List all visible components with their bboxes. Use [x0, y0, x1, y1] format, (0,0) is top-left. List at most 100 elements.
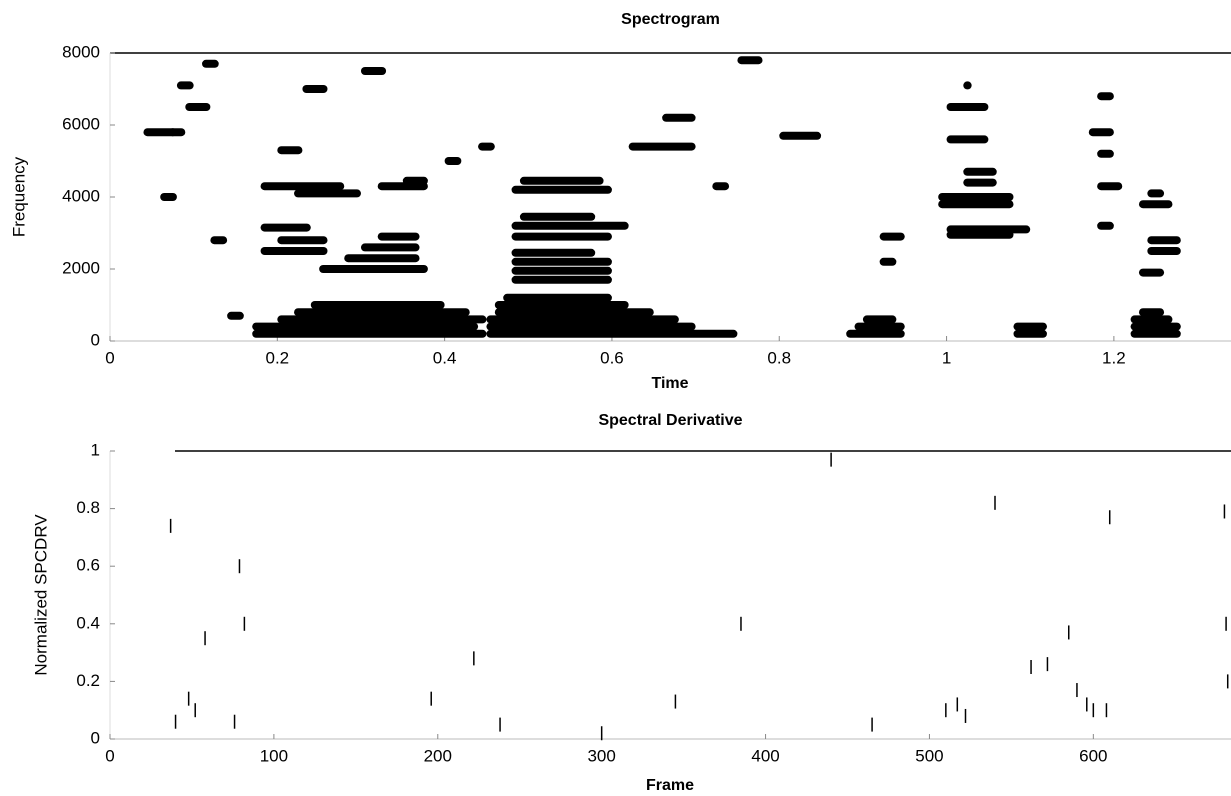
- spectral-blob: [511, 232, 612, 241]
- x-tick-label: 600: [1079, 746, 1107, 765]
- spectral-blob: [185, 103, 211, 111]
- spectral-blob: [277, 236, 328, 245]
- x-tick-label: 0.6: [600, 348, 624, 367]
- y-axis-label: Normalized SPCDRV: [31, 514, 50, 676]
- spectral-blob: [879, 232, 905, 241]
- spectral-blob: [486, 315, 679, 324]
- spectral-blob: [503, 293, 612, 302]
- spectral-blob: [1138, 268, 1165, 277]
- spectral-blob: [344, 254, 420, 263]
- spectral-blob: [252, 322, 479, 331]
- x-tick-label: 100: [260, 746, 288, 765]
- spectral-blob: [260, 247, 328, 255]
- x-tick-label: 1.2: [1102, 348, 1126, 367]
- spectral-blob: [511, 248, 596, 257]
- spectral-blob: [511, 266, 612, 275]
- spectral-blob: [1130, 315, 1173, 324]
- x-axis-label: Time: [651, 375, 688, 392]
- spectral-blob: [494, 308, 654, 317]
- x-tick-label: 300: [587, 746, 615, 765]
- spectral-blob: [846, 329, 905, 338]
- spectral-blob: [210, 236, 228, 245]
- spectral-blob: [202, 59, 219, 68]
- spectral-blob: [1138, 308, 1165, 317]
- y-tick-label: 4000: [62, 186, 100, 205]
- spectral-blob: [628, 142, 696, 151]
- spectral-blob: [227, 311, 244, 320]
- x-tick-label: 1: [942, 348, 951, 367]
- spectral-blob: [779, 131, 822, 140]
- spectral-blob: [1138, 200, 1173, 209]
- spectral-blob: [160, 193, 177, 201]
- spectral-blob: [302, 85, 328, 93]
- x-tick-label: 400: [751, 746, 779, 765]
- spectral-blob: [478, 142, 495, 151]
- spectral-blob: [260, 182, 345, 191]
- y-tick-label: 6000: [62, 114, 100, 133]
- spectral-blob: [946, 230, 1014, 239]
- spectral-blob: [277, 315, 487, 324]
- spectral-blob: [1013, 322, 1047, 331]
- x-tick-label: 0: [105, 348, 114, 367]
- spectral-blob: [854, 322, 905, 331]
- spectral-blob: [511, 257, 612, 266]
- spectral-blob: [737, 56, 763, 65]
- y-tick-label: 1: [91, 440, 100, 459]
- spectral-blob: [402, 176, 428, 185]
- spectral-blob: [1147, 189, 1165, 198]
- spectral-blob: [252, 329, 487, 338]
- spectral-blob: [444, 157, 462, 165]
- spectral-blob: [938, 193, 1014, 201]
- spectral-blob: [377, 232, 420, 241]
- spectral-blob: [938, 200, 1014, 209]
- y-tick-label: 8000: [62, 42, 100, 61]
- spectral-blob: [310, 301, 445, 309]
- spectral-blob: [143, 128, 177, 137]
- spectral-blob: [519, 212, 596, 221]
- spectral-blob: [519, 176, 604, 185]
- y-tick-label: 0: [91, 728, 100, 747]
- y-tick-label: 0.4: [76, 613, 100, 632]
- y-tick-label: 0.8: [76, 498, 100, 517]
- spectral-blob: [1088, 128, 1114, 137]
- y-tick-label: 2000: [62, 258, 100, 277]
- chart-title: Spectral Derivative: [598, 412, 742, 429]
- y-axis-label: Frequency: [9, 156, 28, 237]
- spectral-blob: [511, 221, 629, 230]
- y-tick-label: 0: [91, 330, 100, 349]
- spectral-blob: [494, 301, 629, 309]
- spectral-blob: [1130, 322, 1181, 331]
- spectral-blob: [360, 67, 387, 75]
- spectral-blob: [1097, 221, 1114, 230]
- y-tick-label: 0.2: [76, 671, 100, 690]
- spectral-blob: [360, 243, 420, 252]
- x-tick-label: 500: [915, 746, 943, 765]
- x-tick-label: 200: [424, 746, 452, 765]
- spectral-blob: [1147, 236, 1181, 245]
- spectral-blob: [277, 146, 303, 155]
- spectral-blob: [862, 315, 897, 324]
- spectral-blob: [176, 81, 194, 90]
- spectral-blob: [1130, 329, 1181, 338]
- spectral-blob: [511, 185, 612, 194]
- x-tick-label: 0: [105, 746, 114, 765]
- spectral-blob: [963, 178, 997, 187]
- spectral-blob: [963, 167, 997, 176]
- spectral-blob: [1097, 182, 1123, 191]
- spectral-blob: [486, 322, 696, 331]
- spectral-blob: [486, 329, 738, 338]
- spectral-blob: [1097, 92, 1114, 101]
- spectral-blob: [712, 182, 730, 191]
- spectral-blob: [319, 265, 428, 273]
- spectral-blob: [879, 257, 897, 266]
- y-tick-label: 0.6: [76, 556, 100, 575]
- chart-title: Spectrogram: [621, 11, 720, 28]
- spectral-blob: [662, 113, 696, 122]
- spectral-blob: [963, 81, 972, 90]
- x-axis-label: Frame: [646, 777, 694, 794]
- spectral-blob: [294, 308, 470, 317]
- spectral-blob: [260, 223, 311, 232]
- spectral-blob: [511, 275, 612, 284]
